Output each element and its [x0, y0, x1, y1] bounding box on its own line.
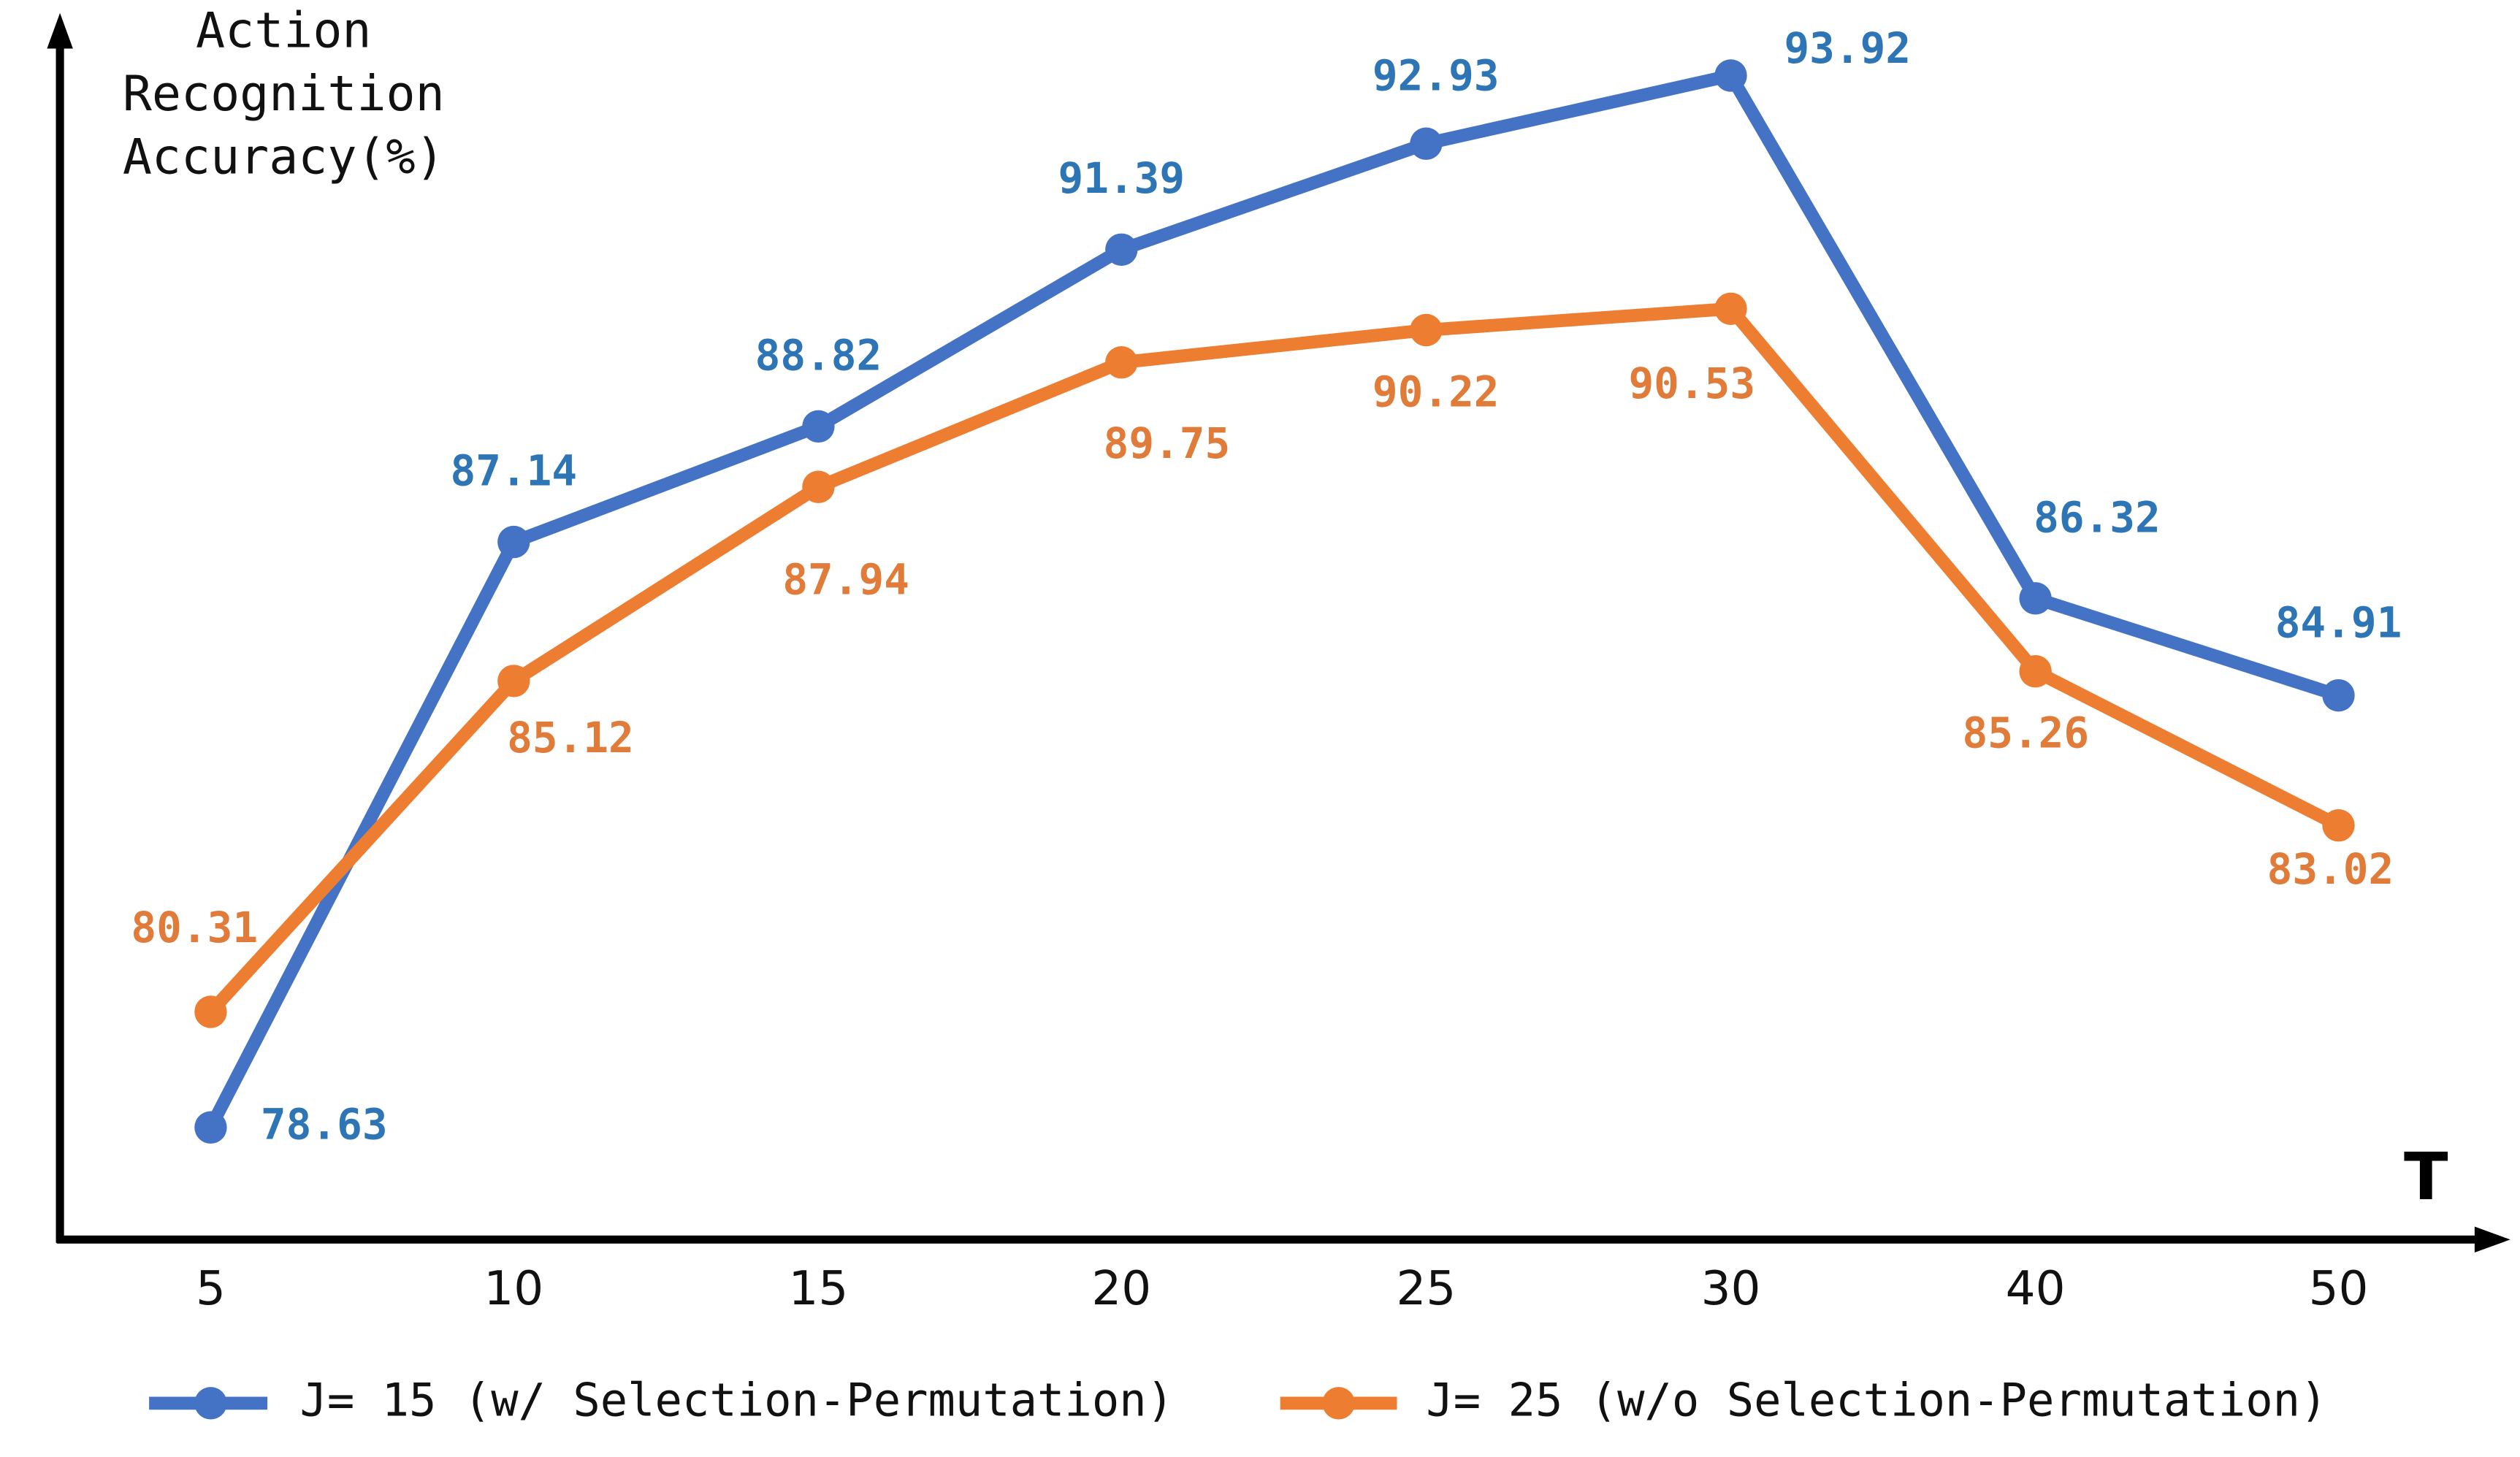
- value-label: 80.31: [131, 903, 258, 952]
- x-tick-label: 5: [196, 1261, 226, 1316]
- point: [1410, 313, 1443, 347]
- value-label: 92.93: [1372, 51, 1500, 101]
- value-label: 87.14: [451, 446, 578, 496]
- point: [497, 525, 530, 559]
- x-tick-label: 30: [1701, 1261, 1761, 1316]
- value-label: 78.63: [261, 1099, 388, 1149]
- x-tick-label: 10: [484, 1261, 543, 1316]
- value-label: 90.53: [1628, 359, 1755, 408]
- point: [1410, 127, 1443, 160]
- x-tick-label: 40: [2006, 1261, 2066, 1316]
- legend-label: J= 25 (w/o Selection-Permutation): [1426, 1373, 2327, 1426]
- legend-marker: [194, 1387, 227, 1420]
- value-label: 85.12: [507, 713, 634, 762]
- value-label: 86.32: [2034, 492, 2161, 542]
- value-label: 87.94: [782, 554, 909, 604]
- x-tick-label: 20: [1091, 1261, 1151, 1316]
- point: [194, 995, 227, 1028]
- value-label: 91.39: [1058, 153, 1185, 203]
- value-label: 93.92: [1784, 23, 1911, 73]
- value-label: 89.75: [1104, 418, 1231, 468]
- point: [194, 1111, 227, 1144]
- point: [1105, 346, 1138, 379]
- value-label: 90.22: [1372, 367, 1500, 416]
- point: [2322, 809, 2355, 842]
- point: [1714, 59, 1747, 92]
- series-line: [205, 69, 2341, 1131]
- value-label: 88.82: [755, 330, 882, 380]
- value-label: 84.91: [2275, 597, 2402, 647]
- point: [802, 410, 835, 443]
- point: [497, 665, 530, 697]
- value-label: 85.26: [1963, 708, 2090, 758]
- point: [802, 470, 835, 503]
- x-axis-label: T: [2404, 1139, 2448, 1215]
- series-line: [205, 302, 2342, 1017]
- legend-label: J= 15 (w/ Selection-Permutation): [299, 1373, 1174, 1426]
- point: [1105, 233, 1138, 266]
- x-tick-label: 15: [788, 1261, 848, 1316]
- point: [2322, 678, 2355, 712]
- point: [2019, 582, 2052, 615]
- y-axis-arrow: [47, 12, 73, 49]
- x-tick-label: 25: [1396, 1261, 1456, 1316]
- y-label-box: Action Recognition Accuracy(%): [122, 3, 445, 187]
- value-label: 83.02: [2267, 844, 2394, 894]
- x-tick-label: 50: [2309, 1261, 2369, 1316]
- point: [2019, 655, 2052, 688]
- y-axis-label: Action Recognition Accuracy(%): [122, 3, 445, 187]
- point: [1714, 292, 1747, 325]
- x-axis-arrow: [2474, 1226, 2511, 1253]
- legend-marker: [1322, 1387, 1355, 1420]
